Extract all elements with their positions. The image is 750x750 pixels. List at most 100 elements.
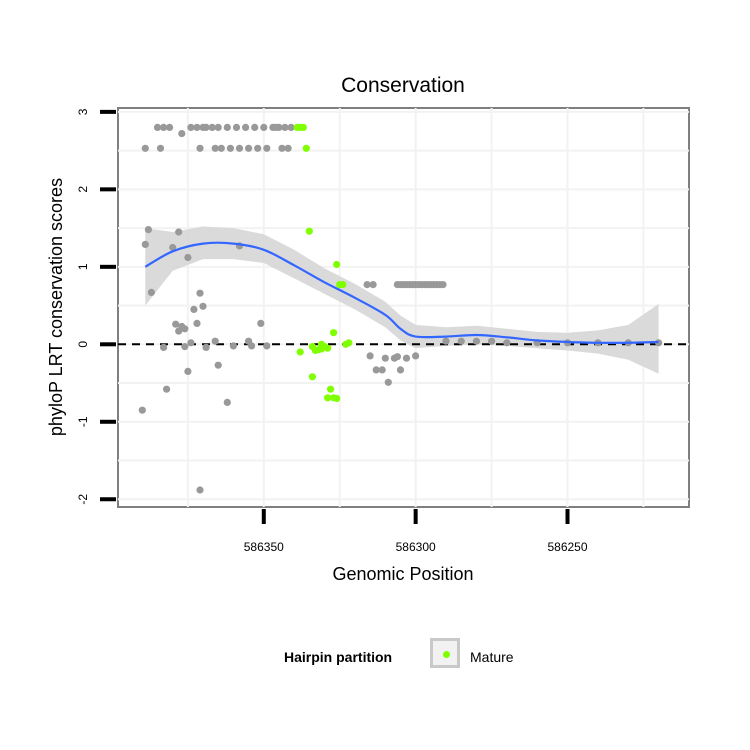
point-other bbox=[372, 366, 380, 374]
point-other bbox=[208, 123, 216, 131]
point-other bbox=[384, 378, 392, 386]
point-mature bbox=[296, 348, 304, 356]
point-other bbox=[193, 319, 201, 327]
point-mature bbox=[333, 260, 341, 269]
x-axis-title: Genomic Position bbox=[332, 564, 473, 584]
point-other bbox=[378, 366, 386, 374]
y-tick-label: 2 bbox=[76, 186, 90, 193]
y-tick-label: 3 bbox=[76, 108, 90, 115]
confidence-band-layer bbox=[145, 226, 659, 374]
point-other bbox=[187, 123, 195, 131]
point-other bbox=[184, 253, 192, 262]
point-other bbox=[402, 354, 411, 362]
point-other bbox=[287, 123, 295, 131]
point-other bbox=[211, 337, 219, 345]
point-other bbox=[223, 398, 231, 406]
y-tick-label: 1 bbox=[76, 263, 90, 270]
point-other bbox=[214, 361, 222, 369]
smooth-line bbox=[144, 241, 659, 344]
point-other bbox=[147, 288, 155, 296]
point-mature bbox=[305, 227, 313, 235]
y-tick-label: 0 bbox=[76, 341, 90, 348]
point-other bbox=[503, 339, 511, 347]
point-other bbox=[442, 337, 450, 345]
point-other bbox=[412, 352, 420, 360]
point-other bbox=[251, 123, 259, 131]
point-other bbox=[366, 352, 374, 360]
point-mature bbox=[317, 340, 326, 348]
point-other bbox=[196, 289, 204, 297]
smooth-line-layer bbox=[144, 241, 659, 344]
point-other bbox=[160, 123, 168, 131]
point-mature bbox=[339, 281, 347, 289]
point-other bbox=[178, 130, 186, 138]
point-other bbox=[260, 123, 268, 131]
point-other bbox=[193, 123, 201, 131]
point-other bbox=[166, 123, 174, 131]
point-other bbox=[187, 339, 195, 347]
point-other bbox=[257, 319, 265, 327]
point-other bbox=[263, 342, 271, 350]
chart-title: Conservation bbox=[341, 74, 465, 97]
point-mature bbox=[324, 344, 332, 352]
point-mature bbox=[327, 385, 335, 393]
point-other bbox=[254, 144, 262, 152]
plot-panel bbox=[117, 107, 690, 508]
points-layer bbox=[138, 123, 663, 494]
point-other bbox=[381, 354, 389, 362]
y-axis-title: phyloP LRT conservation scores bbox=[46, 178, 66, 436]
point-other bbox=[245, 144, 253, 152]
point-other bbox=[472, 337, 480, 345]
point-other bbox=[163, 385, 171, 393]
point-other bbox=[393, 353, 401, 361]
point-other bbox=[181, 343, 189, 351]
point-other bbox=[144, 226, 152, 234]
point-other bbox=[235, 144, 244, 152]
point-other bbox=[284, 144, 292, 152]
point-other bbox=[202, 123, 210, 131]
axes-layer: -2 -1 0 1 2 3 586350 586300 586250 bbox=[76, 108, 588, 554]
point-other bbox=[396, 366, 405, 374]
x-tick-label: 586350 bbox=[244, 540, 284, 554]
point-other bbox=[278, 144, 286, 152]
point-other bbox=[196, 144, 204, 152]
point-other bbox=[184, 367, 192, 375]
point-other bbox=[156, 144, 165, 152]
point-other bbox=[232, 123, 241, 131]
point-other bbox=[160, 343, 168, 351]
y-tick-label: -2 bbox=[76, 494, 90, 505]
point-mature bbox=[324, 394, 332, 402]
point-other bbox=[281, 123, 289, 131]
point-other bbox=[211, 144, 219, 152]
point-other bbox=[369, 281, 377, 289]
point-other bbox=[190, 305, 198, 313]
confidence-band bbox=[145, 226, 659, 374]
point-other bbox=[175, 228, 183, 236]
point-other bbox=[214, 123, 222, 131]
legend-title: Hairpin partition bbox=[284, 649, 393, 665]
point-other bbox=[172, 320, 180, 328]
legend: Hairpin partition Mature bbox=[0, 638, 750, 678]
point-other bbox=[229, 342, 237, 350]
x-tick-label: 586300 bbox=[396, 540, 436, 554]
point-other bbox=[263, 144, 271, 152]
x-tick-label: 586250 bbox=[547, 540, 587, 554]
point-other bbox=[248, 342, 256, 350]
point-other bbox=[199, 302, 207, 310]
point-other bbox=[242, 123, 250, 131]
point-other bbox=[138, 406, 146, 414]
y-tick-label: -1 bbox=[76, 416, 90, 427]
point-other bbox=[217, 144, 225, 152]
legend-dot-mature bbox=[443, 651, 450, 658]
point-other bbox=[275, 123, 283, 131]
point-other bbox=[175, 327, 183, 335]
point-other bbox=[196, 486, 204, 494]
point-mature bbox=[302, 144, 310, 152]
point-mature bbox=[299, 123, 307, 131]
point-other bbox=[439, 281, 447, 289]
point-other bbox=[202, 343, 210, 351]
legend-label-mature: Mature bbox=[470, 649, 514, 665]
point-other bbox=[223, 123, 231, 131]
point-mature bbox=[333, 394, 341, 403]
